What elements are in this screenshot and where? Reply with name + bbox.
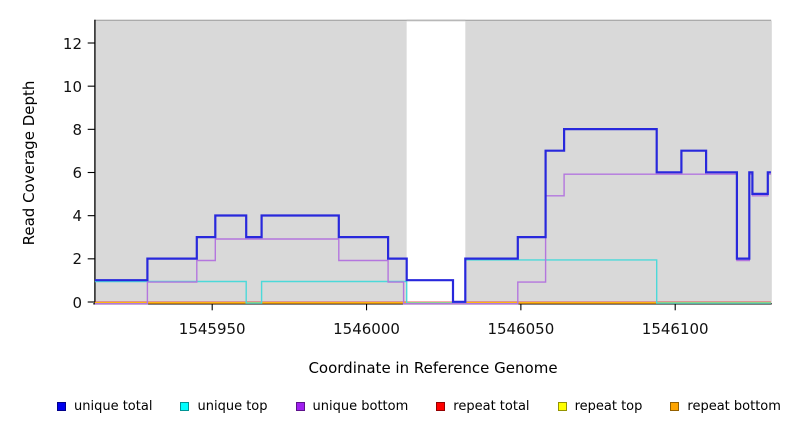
legend-swatch-unique-top bbox=[180, 402, 190, 411]
legend-label: unique top bbox=[197, 399, 268, 414]
legend-item-unique-top: unique top bbox=[180, 399, 268, 414]
masked-region bbox=[406, 21, 466, 304]
legend-swatch-unique-total bbox=[57, 402, 66, 411]
legend-label: unique bottom bbox=[312, 399, 409, 414]
y-tick-label: 2 bbox=[72, 250, 82, 269]
y-tick-label: 10 bbox=[62, 77, 82, 96]
x-tick-label: 1545950 bbox=[178, 319, 246, 338]
y-tick-label: 8 bbox=[72, 120, 82, 139]
x-tick-label: 1546100 bbox=[641, 319, 709, 338]
series-unique-total bbox=[94, 128, 771, 303]
y-tick-label: 0 bbox=[72, 293, 82, 312]
legend-label: unique total bbox=[74, 399, 153, 414]
legend-swatch-repeat-top bbox=[557, 402, 567, 411]
x-axis-title: Coordinate in Reference Genome bbox=[308, 359, 558, 377]
x-tick-label: 1546000 bbox=[333, 319, 400, 338]
legend-item-repeat-bottom: repeat bottom bbox=[670, 399, 781, 414]
y-tick-label: 4 bbox=[72, 207, 82, 226]
legend-label: repeat top bbox=[574, 399, 643, 414]
legend-swatch-repeat-bottom bbox=[670, 402, 680, 411]
legend-item-unique-bottom: unique bottom bbox=[295, 399, 409, 414]
legend-swatch-unique-bottom bbox=[295, 402, 305, 411]
series-unique-bottom bbox=[94, 173, 771, 305]
legend-item-repeat-top: repeat top bbox=[557, 399, 643, 414]
legend-item-unique-total: unique total bbox=[57, 399, 152, 414]
legend-label: repeat bottom bbox=[687, 399, 781, 414]
y-tick-label: 6 bbox=[72, 164, 82, 182]
x-tick-label: 1546050 bbox=[487, 319, 555, 338]
legend-swatch-repeat-total bbox=[436, 402, 446, 411]
legend-item-repeat-total: repeat total bbox=[436, 399, 530, 414]
series-unique-top bbox=[94, 259, 771, 304]
y-axis-title: Read Coverage Depth bbox=[20, 80, 38, 246]
y-tick-label: 12 bbox=[62, 34, 82, 53]
legend-label: repeat total bbox=[453, 399, 530, 414]
legend: unique total unique top unique bottom repea… bbox=[57, 399, 781, 414]
